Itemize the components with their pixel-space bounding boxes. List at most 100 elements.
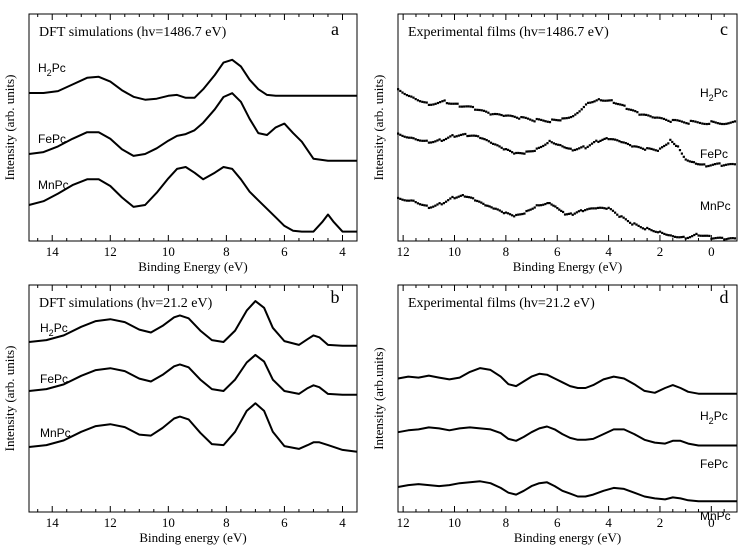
data-point [432, 205, 435, 208]
data-point [708, 234, 711, 237]
data-point [546, 120, 549, 123]
data-point [449, 135, 452, 138]
data-point [502, 148, 505, 151]
data-point [410, 95, 413, 98]
data-point [410, 199, 413, 202]
data-point [637, 224, 640, 227]
data-point [656, 231, 660, 234]
data-point [548, 120, 552, 124]
data-point [556, 206, 559, 210]
data-point [461, 194, 464, 197]
data-point [397, 88, 400, 91]
data-point [661, 231, 664, 235]
data-point [637, 145, 640, 149]
data-point [667, 142, 670, 145]
data-point [496, 208, 499, 211]
data-point [692, 120, 695, 123]
data-point [590, 207, 593, 210]
data-point [592, 207, 595, 210]
data-point [474, 134, 478, 137]
data-point [569, 147, 572, 150]
data-point [511, 151, 514, 154]
data-point [414, 97, 417, 101]
data-point [414, 201, 417, 204]
data-point [705, 165, 708, 168]
data-point [678, 149, 682, 152]
data-point [466, 134, 469, 138]
data-point [716, 162, 719, 165]
data-point [639, 226, 642, 229]
data-point [616, 139, 619, 142]
data-point [652, 230, 655, 233]
data-point [500, 210, 503, 213]
data-point [454, 102, 457, 105]
data-point [565, 117, 568, 120]
panel-c: Experimental films (hv=1486.7 eV) c Bind… [371, 13, 738, 274]
data-point [452, 102, 455, 105]
data-point [563, 117, 566, 120]
data-point [563, 213, 567, 216]
data-point [680, 120, 683, 123]
data-point [633, 222, 636, 225]
panel-b-x-axis-label: Binding energy (eV) [139, 530, 246, 545]
data-point [562, 210, 565, 214]
data-point [561, 145, 564, 148]
data-point [586, 208, 589, 211]
series-label-mnpc: MnPc [38, 178, 69, 192]
data-point [521, 212, 524, 216]
data-point [707, 164, 710, 168]
data-point [576, 111, 579, 115]
data-point [723, 238, 726, 241]
data-point [438, 202, 441, 205]
data-point [554, 205, 557, 208]
data-point [591, 101, 594, 104]
data-point [665, 143, 668, 146]
data-point [696, 163, 700, 166]
data-point [561, 117, 564, 120]
data-point [599, 99, 603, 102]
data-point [599, 206, 602, 209]
data-point [654, 230, 657, 233]
data-point [550, 141, 553, 144]
data-point [631, 223, 634, 226]
panel-a-x-axis-label: Binding Energy (eV) [138, 259, 248, 274]
data-point [421, 203, 424, 206]
data-point [557, 119, 560, 122]
data-point [714, 236, 717, 240]
panel-b-ticks: 14 12 10 8 6 4 [37, 285, 358, 530]
series-label-fepc: FePc [40, 372, 68, 386]
data-point [526, 117, 530, 120]
data-point [648, 228, 651, 231]
x-tick-label: 10 [162, 515, 175, 530]
x-tick-label: 6 [281, 244, 288, 259]
data-point [480, 201, 483, 204]
data-point [463, 105, 466, 108]
data-point [727, 122, 730, 125]
data-point [690, 160, 693, 164]
data-point [627, 108, 630, 111]
data-point [551, 118, 554, 121]
panel-d-ticks: 12 10 8 6 4 2 0 [397, 285, 738, 530]
data-point [425, 139, 428, 142]
data-point [459, 194, 462, 197]
data-point [517, 213, 520, 216]
data-point [427, 103, 431, 106]
data-point [405, 94, 409, 97]
data-point [606, 99, 609, 102]
panel-b-title: DFT simulations (hv=21.2 eV) [39, 296, 213, 311]
data-point [567, 212, 570, 216]
x-tick-label: 8 [223, 515, 230, 530]
data-point [436, 101, 440, 105]
data-point [658, 230, 662, 233]
x-tick-label: 10 [448, 515, 461, 530]
data-point [663, 232, 666, 236]
data-point [443, 99, 446, 102]
data-point [467, 105, 470, 108]
data-point [403, 199, 406, 202]
data-point [733, 163, 736, 166]
data-point [584, 103, 588, 106]
data-point [485, 138, 488, 142]
data-point [552, 204, 555, 207]
data-point [650, 147, 653, 151]
